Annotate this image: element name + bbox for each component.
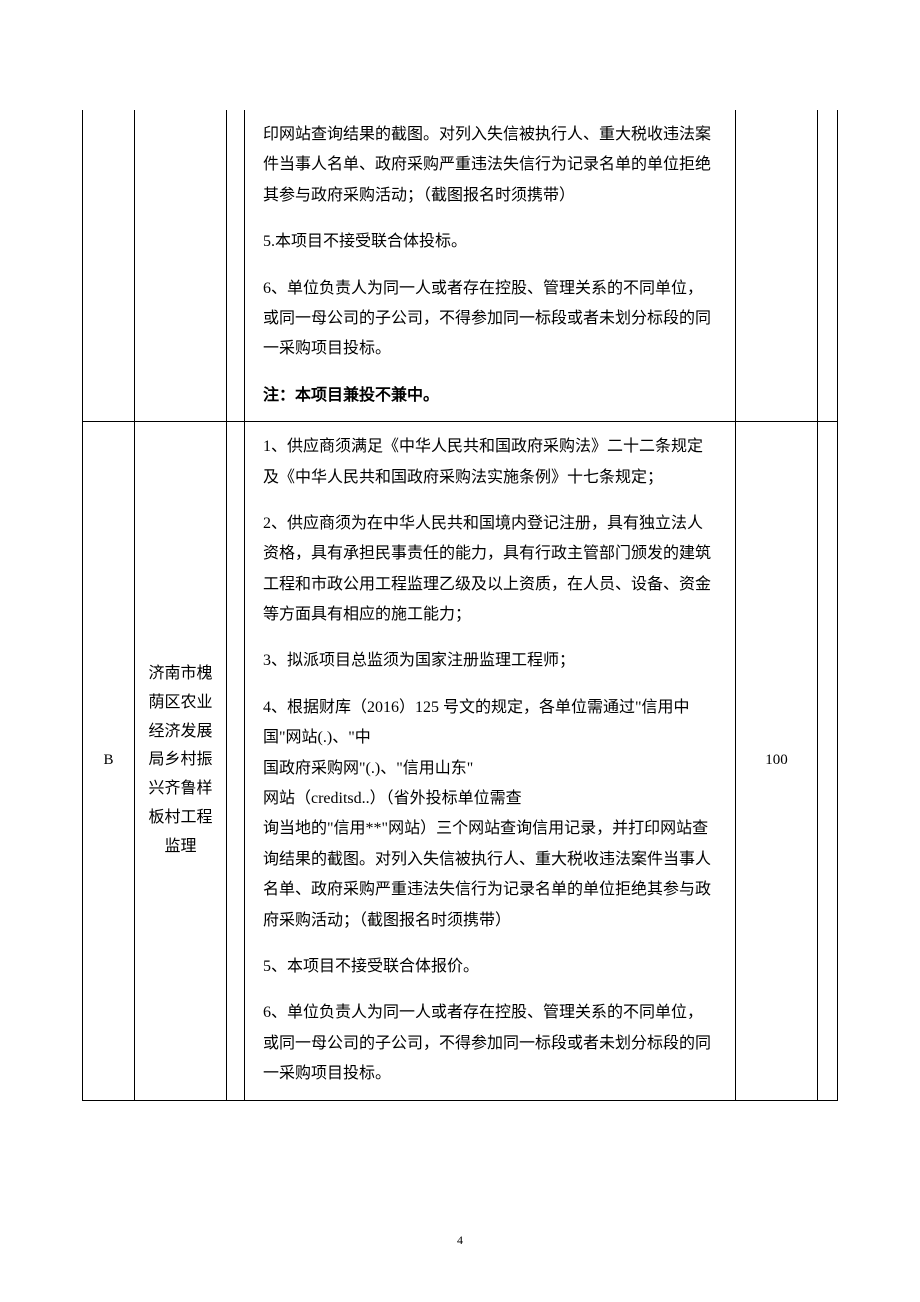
page-number: 4	[0, 1233, 920, 1248]
spacer-cell	[818, 110, 838, 422]
project-name-cell	[135, 110, 227, 422]
section-id-cell: B	[83, 422, 135, 1100]
table-row: 印网站查询结果的截图。对列入失信被执行人、重大税收违法案件当事人名单、政府采购严…	[83, 110, 838, 422]
requirement-paragraph: 6、单位负责人为同一人或者存在控股、管理关系的不同单位，或同一母公司的子公司，不…	[263, 274, 717, 365]
requirement-note: 注：本项目兼投不兼中。	[263, 381, 717, 411]
spacer-cell	[227, 110, 245, 422]
requirement-paragraph: 5、本项目不接受联合体报价。	[263, 952, 717, 982]
section-id-cell	[83, 110, 135, 422]
requirement-paragraph: 1、供应商须满足《中华人民共和国政府采购法》二十二条规定及《中华人民共和国政府采…	[263, 432, 717, 493]
value-cell: 100	[736, 422, 818, 1100]
requirement-paragraph: 印网站查询结果的截图。对列入失信被执行人、重大税收违法案件当事人名单、政府采购严…	[263, 120, 717, 211]
table-row: B 济南市槐荫区农业经济发展局乡村振兴齐鲁样板村工程监理 1、供应商须满足《中华…	[83, 422, 838, 1100]
value-cell	[736, 110, 818, 422]
spacer-cell	[818, 422, 838, 1100]
document-table-container: 印网站查询结果的截图。对列入失信被执行人、重大税收违法案件当事人名单、政府采购严…	[82, 110, 838, 1101]
requirement-paragraph: 3、拟派项目总监须为国家注册监理工程师；	[263, 646, 717, 676]
spacer-cell	[227, 422, 245, 1100]
requirement-paragraph: 2、供应商须为在中华人民共和国境内登记注册，具有独立法人资格，具有承担民事责任的…	[263, 509, 717, 631]
requirements-table: 印网站查询结果的截图。对列入失信被执行人、重大税收违法案件当事人名单、政府采购严…	[82, 110, 838, 1101]
requirement-paragraph: 4、根据财库（2016）125 号文的规定，各单位需通过"信用中国"网站(.)、…	[263, 693, 717, 936]
requirement-paragraph: 5.本项目不接受联合体投标。	[263, 227, 717, 257]
requirements-cell: 1、供应商须满足《中华人民共和国政府采购法》二十二条规定及《中华人民共和国政府采…	[245, 422, 736, 1100]
requirements-cell: 印网站查询结果的截图。对列入失信被执行人、重大税收违法案件当事人名单、政府采购严…	[245, 110, 736, 422]
project-name-cell: 济南市槐荫区农业经济发展局乡村振兴齐鲁样板村工程监理	[135, 422, 227, 1100]
requirement-paragraph: 6、单位负责人为同一人或者存在控股、管理关系的不同单位，或同一母公司的子公司，不…	[263, 998, 717, 1089]
